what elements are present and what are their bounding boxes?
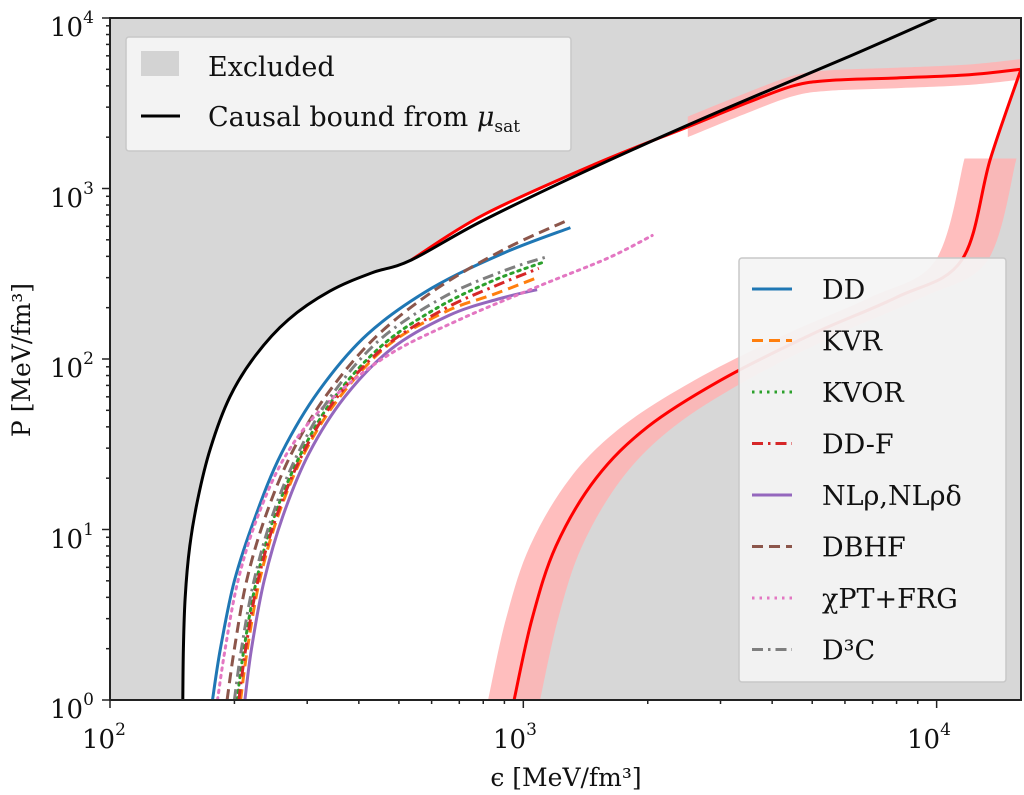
x-axis-label: ϵ [MeV/fm³] [490,763,641,792]
allowed-boundary-upper-line [410,67,1021,262]
series-line-d-c [232,254,549,700]
legend-causal-label: Causal bound from μsat [208,102,520,137]
series-line-dbhf [225,220,566,700]
y-tick-label-10000: 104 [50,8,94,43]
legend-excluded-label: Excluded [208,52,335,83]
series-line-kvor [235,260,546,700]
x-tick-label-10000: 104 [907,720,951,755]
y-tick-labels: 100 101 102 103 104 [50,8,94,725]
allowed-boundary-lower-line [512,68,1021,700]
legend-label-5: DBHF [822,533,906,564]
legend-label-7: D³C [822,636,875,667]
legend-label-4: NLρ,NLρδ [822,481,962,512]
y-tick-label-1000: 103 [50,179,94,214]
y-tick-label-1: 100 [50,690,94,725]
legend-excluded-swatch [141,51,179,76]
x-tick-label-1000: 103 [493,720,537,755]
legend-label-2: KVOR [822,378,904,409]
x-tick-labels: 102 103 104 [82,720,951,755]
ticks-layer [102,17,938,708]
y-axis-label: P [MeV/fm³] [7,283,36,437]
y-tick-label-10: 101 [50,520,94,555]
legend-right: DD KVR KVOR DD-F NLρ,NLρδ DBHF χPT+FRG D³C [738,257,1007,683]
legend-right-box [738,257,1007,683]
uncertainty-band-upper [687,59,1021,138]
y-tick-label-100: 102 [50,349,94,384]
causal-bound-line [181,18,938,700]
series-layer [211,220,654,700]
x-tick-label-100: 102 [82,720,126,755]
series-line-nl-nl- [243,288,538,700]
legend-label-0: DD [822,275,865,306]
series-line-kvr [239,276,538,700]
legend-top: Excluded Causal bound from μsat [125,36,572,152]
legend-label-6: χPT+FRG [822,584,958,615]
series-line-dd-f [237,267,540,700]
allowed-region [182,69,1021,700]
legend-label-1: KVR [822,327,883,358]
legend-label-3: DD-F [822,430,894,461]
legend-top-box [125,36,572,152]
